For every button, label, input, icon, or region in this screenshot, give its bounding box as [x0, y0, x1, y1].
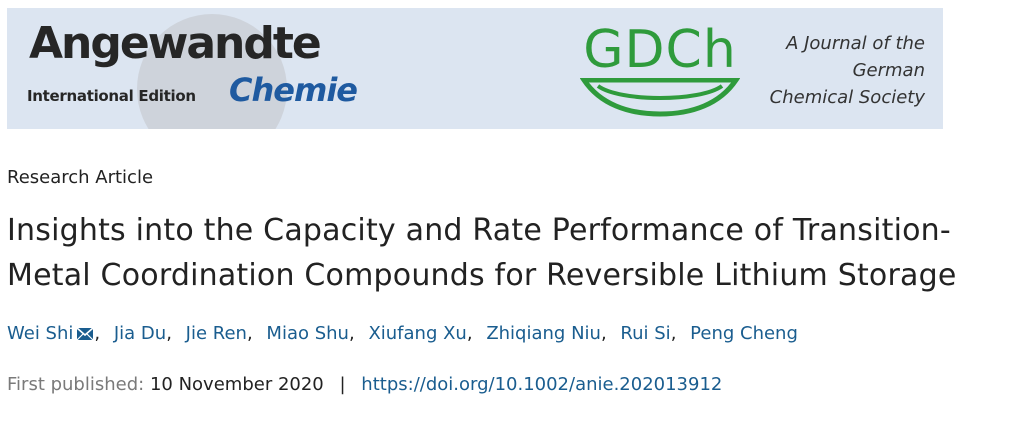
author-separator: ,	[348, 323, 355, 344]
author-link[interactable]: Rui Si	[620, 323, 671, 344]
author-link[interactable]: Jia Du	[113, 323, 167, 344]
author-list: Wei Shi, Jia Du, Jie Ren, Miao Shu, Xiuf…	[7, 323, 798, 346]
author-link[interactable]: Jie Ren	[185, 323, 247, 344]
article-title-line: Metal Coordination Compounds for Reversi…	[7, 258, 957, 293]
society-line: Chemical Society	[769, 87, 925, 108]
author-link[interactable]: Peng Cheng	[690, 323, 798, 344]
banner-circle-decoration	[137, 14, 287, 129]
author-separator: ,	[600, 323, 607, 344]
author-separator: ,	[94, 323, 101, 344]
author-separator: ,	[670, 323, 677, 344]
first-published-label: First published:	[7, 374, 145, 395]
journal-logo-chemie: Chemie	[229, 71, 358, 109]
doi-link[interactable]: https://doi.org/10.1002/anie.202013912	[361, 374, 723, 395]
journal-banner: Angewandte International Edition Chemie …	[7, 8, 943, 129]
society-line: German	[852, 60, 925, 81]
meta-separator: |	[339, 374, 346, 395]
article-title: Insights into the Capacity and Rate Perf…	[7, 208, 1027, 298]
journal-logo-international-edition: International Edition	[27, 87, 196, 105]
mail-icon[interactable]	[76, 325, 94, 346]
author-link[interactable]: Xiufang Xu	[368, 323, 467, 344]
journal-logo-angewandte: Angewandte	[29, 18, 322, 69]
gdch-logo: GDCh	[580, 20, 740, 117]
publication-meta: First published: 10 November 2020 | http…	[7, 374, 722, 395]
article-type: Research Article	[7, 167, 154, 188]
gdch-arc-icon	[580, 78, 740, 117]
author-separator: ,	[466, 323, 473, 344]
author-link[interactable]: Wei Shi	[7, 323, 74, 344]
author-separator: ,	[166, 323, 172, 344]
author-link[interactable]: Zhiqiang Niu	[486, 323, 601, 344]
author-separator: ,	[246, 323, 253, 344]
article-title-line: Insights into the Capacity and Rate Perf…	[7, 213, 951, 248]
author-link[interactable]: Miao Shu	[266, 323, 349, 344]
society-tagline: A Journal of the German Chemical Society	[770, 30, 925, 111]
first-published-date: 10 November 2020	[149, 374, 324, 395]
gdch-logo-text: GDCh	[583, 20, 737, 80]
society-line: A Journal of the	[786, 33, 925, 54]
